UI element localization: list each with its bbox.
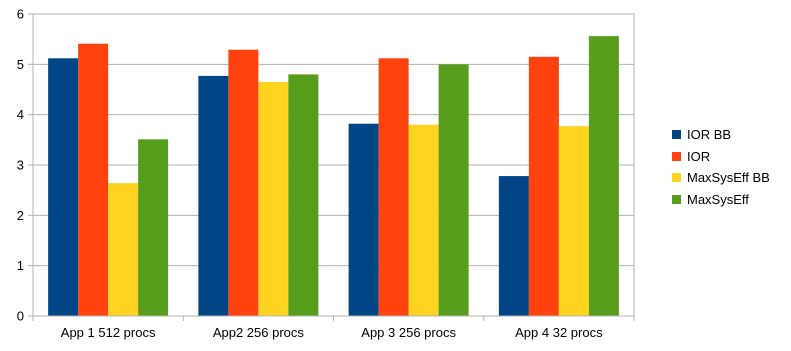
- bar-ior: [228, 49, 259, 317]
- y-tick-label: 0: [17, 309, 24, 324]
- x-tick-labels: App 1 512 procs App2 256 procs App 3 256 p…: [61, 325, 603, 340]
- bar-ior: [78, 43, 109, 317]
- bar-maxsyseff: [288, 74, 319, 317]
- legend: IOR BB IOR MaxSysEff BB MaxSysEff: [672, 124, 770, 210]
- bar-maxsyseff-bb: [408, 124, 439, 316]
- bar-ior-bb: [48, 58, 79, 316]
- bar-maxsyseff-bb: [558, 126, 589, 316]
- y-tick-labels: 0 1 2 3 4 5 6: [17, 7, 24, 324]
- bar-ior-bb: [198, 75, 229, 316]
- x-tick-label: App 3 256 procs: [361, 325, 456, 340]
- bar-maxsyseff: [588, 36, 619, 316]
- legend-swatch: [672, 173, 681, 183]
- x-tick-label: App 1 512 procs: [61, 325, 156, 340]
- legend-item: MaxSysEff BB: [672, 167, 770, 189]
- axes: [28, 13, 635, 321]
- bar-maxsyseff: [438, 64, 469, 316]
- bar-maxsyseff-bb: [258, 81, 289, 316]
- bar-maxsyseff: [138, 139, 169, 316]
- bar-maxsyseff-bb: [108, 183, 139, 316]
- legend-label: MaxSysEff: [687, 191, 749, 207]
- legend-label: MaxSysEff BB: [687, 170, 770, 186]
- x-tick-label: App 4 32 procs: [515, 325, 603, 340]
- bar-ior-bb: [348, 123, 379, 316]
- bar-ior: [528, 56, 559, 317]
- legend-label: IOR: [687, 148, 711, 164]
- legend-swatch: [672, 194, 681, 204]
- y-tick-label: 5: [17, 57, 24, 72]
- legend-item: MaxSysEff: [672, 189, 770, 211]
- legend-swatch: [672, 130, 681, 140]
- bars: [48, 36, 619, 317]
- legend-swatch: [672, 151, 681, 161]
- legend-item: IOR BB: [672, 124, 770, 146]
- y-tick-label: 4: [17, 107, 24, 122]
- legend-label: IOR BB: [687, 127, 732, 143]
- bar-ior: [378, 58, 409, 316]
- x-tick-label: App2 256 procs: [213, 325, 305, 340]
- y-tick-label: 6: [17, 7, 24, 22]
- y-tick-label: 2: [17, 208, 24, 223]
- legend-item: IOR: [672, 146, 770, 168]
- y-tick-label: 3: [17, 158, 24, 173]
- bar-ior-bb: [498, 176, 529, 316]
- y-tick-label: 1: [17, 258, 24, 273]
